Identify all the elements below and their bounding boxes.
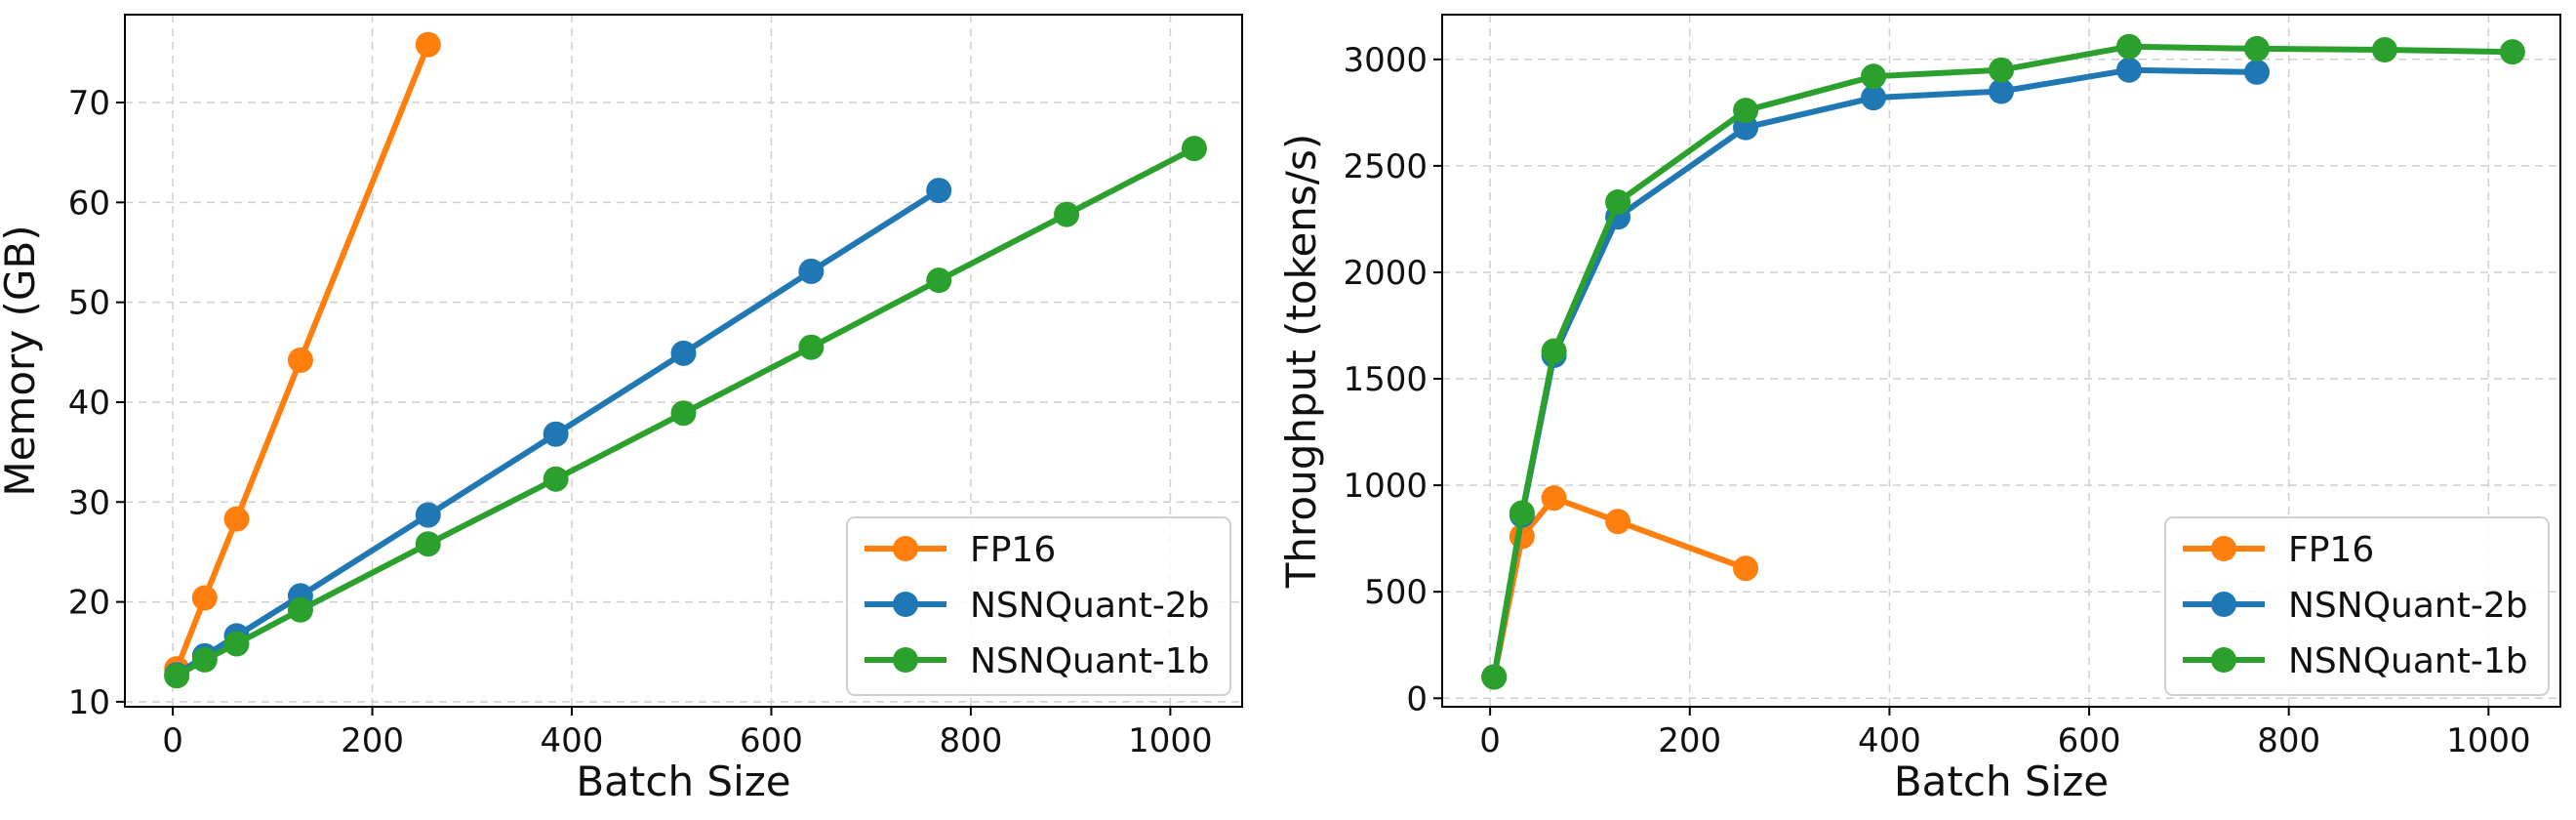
data-point [2499,39,2525,65]
throughput-series-nsnquant-1b [1481,33,2525,690]
data-point [223,631,250,657]
memory-plot-frame [124,14,1243,708]
legend-label: NSNQuant-1b [970,641,1210,681]
legend-marker [2211,536,2236,561]
legend-marker [893,647,918,673]
memory-series-nsnquant-2b [164,178,952,688]
x-tick-label: 600 [740,721,803,760]
memory-x-ticks: 0 200 400 600 800 1000 [162,707,1213,760]
x-tick-label: 800 [939,721,1002,760]
data-point [2243,59,2270,85]
data-point [415,31,441,58]
x-tick-label: 200 [1658,721,1721,760]
y-tick-label: 2000 [1343,254,1428,293]
y-tick-label: 2500 [1343,147,1428,186]
data-point [2243,35,2270,62]
throughput-x-axis-label: Batch Size [1894,758,2109,805]
data-point [543,466,569,492]
y-tick-label: 60 [68,184,110,223]
data-point [1541,338,1567,364]
memory-series-fp16 [164,31,441,682]
legend-box [2164,516,2550,696]
legend-marker [893,592,918,617]
data-point [926,267,952,294]
legend-marker [893,536,918,561]
data-point [2115,33,2142,60]
data-point [191,646,218,673]
data-point [223,506,250,532]
data-point [415,531,441,557]
throughput-series-nsnquant-2b [1481,57,2270,690]
y-tick-label: 0 [1406,679,1428,718]
data-point [1481,664,1508,690]
memory-y-axis-label: Memory (GB) [0,225,44,496]
data-point [164,663,190,689]
data-point [287,596,313,623]
y-tick-label: 30 [68,483,110,522]
throughput-plot-frame [1441,14,2561,708]
legend-label: NSNQuant-2b [970,586,1210,626]
data-point [191,585,218,611]
y-tick-label: 3000 [1343,41,1428,80]
throughput-chart: 0 200 400 600 800 1000 0 500 1000 1500 2000 2500 300… [1277,14,2561,805]
x-tick-label: 600 [2058,721,2121,760]
throughput-y-axis-label: Throughput (tokens/s) [1277,134,1325,589]
y-tick-label: 10 [68,683,110,722]
series-line [1491,66,2260,680]
memory-chart: 0 200 400 600 800 1000 10 20 30 40 50 60 70 Batch Siz… [0,14,1243,805]
y-tick-label: 20 [68,584,110,623]
data-point [1509,500,1535,526]
x-tick-label: 400 [1858,721,1921,760]
data-point [1541,485,1567,512]
data-point [798,334,825,360]
y-tick-label: 500 [1364,573,1428,612]
data-point [287,347,313,373]
x-tick-label: 1000 [1128,721,1213,760]
x-tick-label: 200 [341,721,404,760]
data-point [1054,201,1080,227]
data-point [1989,57,2014,83]
data-point [926,178,952,204]
legend-label: NSNQuant-2b [2288,586,2528,626]
legend-marker [2211,647,2236,673]
data-point [1605,509,1631,535]
data-point [543,421,569,447]
legend-box [846,516,1231,696]
data-point [2115,57,2142,83]
x-tick-label: 400 [541,721,604,760]
data-point [798,258,825,284]
data-point [1733,555,1759,582]
data-point [670,340,697,366]
throughput-y-ticks: 0 500 1000 1500 2000 2500 3000 [1343,41,1442,718]
data-point [1989,78,2014,104]
legend-label: FP16 [970,530,1056,570]
data-point [1861,63,1887,90]
memory-series-nsnquant-1b [164,136,1207,689]
memory-x-axis-label: Batch Size [576,758,790,805]
y-tick-label: 50 [68,284,110,323]
memory-y-ticks: 10 20 30 40 50 60 70 [68,84,125,722]
memory-legend: FP16 NSNQuant-2b NSNQuant-1b [846,516,1231,696]
data-point [415,502,441,528]
y-tick-label: 40 [68,384,110,423]
data-point [1733,98,1759,124]
x-tick-label: 0 [1479,721,1501,760]
throughput-legend: FP16 NSNQuant-2b NSNQuant-1b [2164,516,2550,696]
legend-label: NSNQuant-1b [2288,641,2528,681]
data-point [1181,136,1207,162]
data-point [1861,85,1887,111]
y-tick-label: 1000 [1343,467,1428,506]
throughput-x-ticks: 0 200 400 600 800 1000 [1479,707,2531,760]
x-tick-label: 800 [2257,721,2320,760]
data-point [1605,188,1631,215]
legend-label: FP16 [2288,530,2374,570]
data-point [670,400,697,427]
legend-marker [2211,592,2236,617]
data-point [2371,36,2397,62]
x-tick-label: 0 [162,721,183,760]
y-tick-label: 1500 [1343,360,1428,399]
y-tick-label: 70 [68,84,110,123]
x-tick-label: 1000 [2446,721,2531,760]
